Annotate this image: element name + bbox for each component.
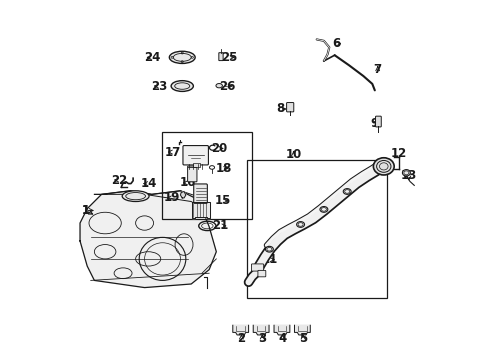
- Text: 18: 18: [215, 162, 232, 175]
- Polygon shape: [233, 325, 248, 335]
- Text: 4: 4: [278, 332, 287, 345]
- Bar: [162, 132, 252, 220]
- Text: 15: 15: [214, 194, 231, 207]
- FancyBboxPatch shape: [183, 145, 208, 165]
- Polygon shape: [274, 325, 290, 335]
- FancyBboxPatch shape: [287, 103, 294, 112]
- Ellipse shape: [402, 170, 410, 176]
- Ellipse shape: [373, 158, 394, 175]
- Text: 23: 23: [151, 80, 168, 93]
- Text: 12: 12: [391, 147, 407, 159]
- Text: 25: 25: [220, 51, 237, 64]
- Text: 14: 14: [141, 177, 157, 190]
- Text: 10: 10: [285, 148, 301, 161]
- FancyBboxPatch shape: [251, 264, 264, 271]
- Text: 3: 3: [258, 332, 266, 345]
- Ellipse shape: [171, 81, 194, 91]
- Ellipse shape: [170, 51, 195, 63]
- Text: 8: 8: [276, 103, 284, 116]
- Text: 20: 20: [211, 142, 227, 155]
- Text: 24: 24: [144, 51, 161, 64]
- FancyBboxPatch shape: [194, 184, 207, 203]
- Ellipse shape: [216, 84, 222, 88]
- Ellipse shape: [122, 191, 149, 202]
- Polygon shape: [253, 325, 269, 335]
- Text: 13: 13: [401, 169, 417, 182]
- Bar: [247, 160, 387, 298]
- Text: 21: 21: [213, 219, 229, 233]
- FancyBboxPatch shape: [375, 116, 381, 127]
- Text: 1: 1: [81, 204, 90, 217]
- FancyBboxPatch shape: [258, 270, 266, 277]
- Text: 2: 2: [237, 332, 245, 345]
- Text: 22: 22: [111, 174, 127, 186]
- Text: 17: 17: [165, 145, 181, 158]
- Text: 16: 16: [179, 176, 196, 189]
- Text: 5: 5: [299, 332, 307, 345]
- Text: 26: 26: [220, 80, 236, 93]
- Bar: [193, 163, 200, 167]
- Text: 9: 9: [371, 117, 379, 130]
- Text: 7: 7: [373, 63, 382, 76]
- Text: 6: 6: [332, 37, 341, 50]
- Polygon shape: [180, 192, 186, 198]
- Polygon shape: [192, 202, 210, 218]
- Text: 11: 11: [262, 253, 278, 266]
- FancyBboxPatch shape: [219, 53, 223, 60]
- Text: 1: 1: [81, 204, 90, 217]
- Text: 19: 19: [163, 192, 180, 204]
- Polygon shape: [80, 191, 216, 288]
- FancyBboxPatch shape: [188, 166, 197, 182]
- Polygon shape: [294, 325, 310, 335]
